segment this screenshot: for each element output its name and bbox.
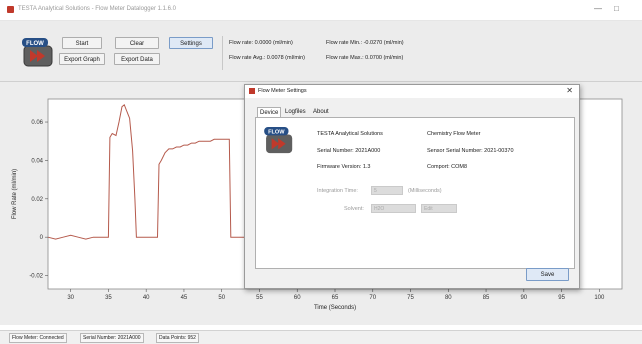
logo-text: FLOW: [26, 41, 44, 47]
x-tick-label: 70: [369, 295, 376, 301]
integration-time-label: Integration Time:: [317, 188, 358, 194]
flow-rate-min-readout: Flow rate Min.: -0.0270 (ml/min): [326, 40, 404, 46]
export-graph-button[interactable]: Export Graph: [59, 53, 105, 65]
settings-button[interactable]: Settings: [169, 37, 213, 49]
toolbar: [0, 21, 642, 82]
comport: Comport: COM8: [427, 164, 468, 170]
flow-rate-series-line: [47, 103, 246, 240]
dialog-flow-logo: FLOW: [264, 127, 293, 154]
flow-logo: FLOW: [22, 38, 53, 67]
x-tick-label: 35: [105, 295, 112, 301]
y-tick-label: 0: [40, 235, 44, 241]
serial-number: Serial Number: 2021A000: [317, 148, 381, 154]
tab-logfiles[interactable]: Logfiles: [285, 109, 306, 115]
dialog-close-icon[interactable]: ✕: [566, 86, 573, 95]
x-tick-label: 65: [332, 295, 339, 301]
x-tick-label: 45: [181, 295, 188, 301]
device-panel: FLOW TESTA Analytical Solutions Chemistr…: [255, 117, 575, 269]
clear-button[interactable]: Clear: [115, 37, 159, 49]
firmware-version: Firmware Version: 1.3: [317, 164, 371, 170]
tab-about[interactable]: About: [313, 109, 329, 115]
flow-rate-readout: Flow rate: 0.0000 (ml/min): [229, 40, 293, 46]
dialog-app-icon: [249, 88, 255, 94]
dialog-titlebar: Flow Meter Settings ✕: [245, 85, 579, 98]
save-button[interactable]: Save: [526, 268, 569, 281]
flow-rate-max-readout: Flow rate Max.: 0.0700 (ml/min): [326, 55, 404, 61]
integration-time-unit: (Milliseconds): [408, 188, 442, 194]
flow-rate-avg-readout: Flow rate Avg.: 0.0078 (ml/min): [229, 55, 306, 61]
settings-dialog: Flow Meter Settings ✕ Device Logfiles Ab…: [244, 84, 580, 289]
company-name: TESTA Analytical Solutions: [317, 131, 383, 137]
y-tick-label: 0.02: [31, 197, 43, 203]
tab-device[interactable]: Device: [257, 107, 282, 118]
solvent-label: Solvent:: [344, 206, 364, 212]
x-tick-label: 100: [594, 295, 605, 301]
sensor-serial-number: Sensor Serial Number: 2021-00370: [427, 148, 514, 154]
start-button[interactable]: Start: [62, 37, 102, 49]
y-tick-label: 0.06: [31, 120, 43, 126]
x-tick-label: 30: [67, 295, 74, 301]
x-tick-label: 95: [558, 295, 565, 301]
window-title: TESTA Analytical Solutions - Flow Meter …: [18, 6, 176, 12]
x-tick-label: 85: [483, 295, 490, 301]
dialog-title: Flow Meter Settings: [258, 88, 307, 94]
y-tick-label: 0.04: [31, 158, 43, 164]
solvent-input[interactable]: H2O: [371, 204, 416, 213]
integration-time-input[interactable]: 5: [371, 186, 403, 195]
connection-status: Flow Meter: Connected: [9, 333, 67, 343]
dialog-logo-text: FLOW: [268, 129, 285, 135]
x-tick-label: 40: [143, 295, 150, 301]
window-titlebar: TESTA Analytical Solutions - Flow Meter …: [0, 0, 642, 21]
x-tick-label: 90: [520, 295, 527, 301]
x-tick-label: 80: [445, 295, 452, 301]
x-tick-label: 60: [294, 295, 301, 301]
x-tick-label: 55: [256, 295, 263, 301]
x-tick-label: 75: [407, 295, 414, 301]
status-bar: Flow Meter: Connected Serial Number: 202…: [0, 330, 642, 344]
maximize-button[interactable]: □: [614, 4, 619, 13]
status-serial-number: Serial Number: 2021A000: [80, 333, 144, 343]
y-axis-label: Flow Rate (ml/min): [12, 169, 18, 219]
app-icon: [7, 6, 14, 13]
product-name: Chemistry Flow Meter: [427, 131, 481, 137]
y-tick-label: -0.02: [29, 274, 43, 280]
data-points-count: Data Points: 952: [156, 333, 199, 343]
minimize-button[interactable]: —: [594, 4, 602, 13]
toolbar-separator: [222, 36, 223, 70]
export-data-button[interactable]: Export Data: [114, 53, 160, 65]
x-tick-label: 50: [218, 295, 225, 301]
solvent-edit-button[interactable]: Edit: [421, 204, 457, 213]
x-axis-label: Time (Seconds): [314, 305, 356, 311]
